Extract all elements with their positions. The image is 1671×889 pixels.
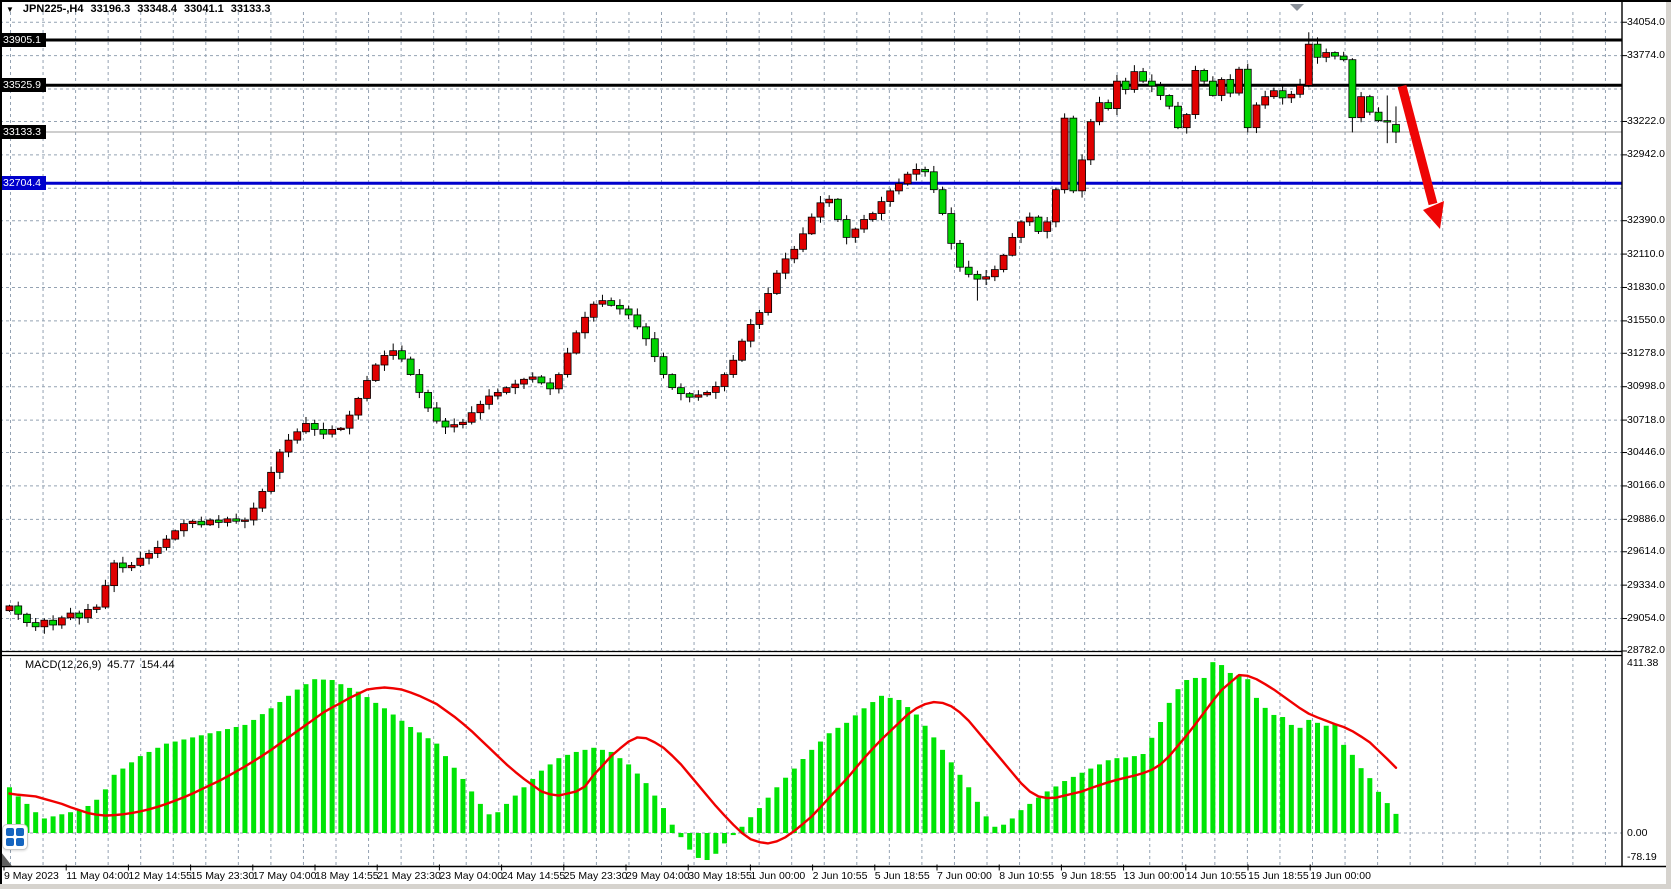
windows-grid-button[interactable] — [2, 824, 28, 850]
time-axis-label: 30 May 18:55 — [688, 870, 752, 882]
macd-axis-max: 411.38 — [1627, 657, 1659, 669]
time-axis-label: 21 May 23:30 — [377, 870, 441, 882]
grid-icon — [16, 828, 24, 836]
price-axis-label: 31550.0 — [1627, 314, 1665, 327]
price-axis-label: 31278.0 — [1627, 346, 1665, 359]
macd-name: MACD(12,26,9) — [25, 659, 102, 671]
grid-icon — [6, 838, 14, 846]
price-axis-label: 30998.0 — [1627, 380, 1665, 393]
time-axis-label: 29 May 04:00 — [626, 870, 690, 882]
price-axis-label: 29054.0 — [1627, 612, 1665, 625]
time-axis-label: 1 Jun 00:00 — [750, 870, 806, 882]
quote-line: ▼ JPN225-,H4 33196.3 33348.4 33041.1 331… — [6, 3, 271, 15]
time-axis-label: 15 Jun 18:55 — [1248, 870, 1309, 882]
price-axis-label: 30166.0 — [1627, 479, 1665, 492]
time-axis-label: 13 Jun 00:00 — [1123, 870, 1185, 882]
time-axis-label: 17 May 04:00 — [252, 870, 317, 882]
price-axis-label: 33222.0 — [1627, 114, 1665, 127]
time-axis-label: 8 Jun 10:55 — [999, 870, 1055, 882]
symbol-period-label[interactable]: JPN225-,H4 — [22, 3, 84, 15]
macd-indicator-label: MACD(12,26,9) 45.77 154.44 — [25, 659, 175, 671]
time-axis-label: 18 May 14:55 — [315, 870, 379, 882]
price-axis-label: 32110.0 — [1627, 247, 1665, 260]
macd-main-value: 45.77 — [107, 659, 135, 671]
price-axis-label: 33774.0 — [1627, 49, 1665, 62]
price-axis-label: 29334.0 — [1627, 578, 1665, 591]
macd-axis-zero: 0.00 — [1627, 826, 1648, 839]
time-axis-label: 23 May 04:00 — [439, 870, 504, 882]
price-axis-label: 30446.0 — [1627, 446, 1665, 459]
price-axis-label: 28782.0 — [1627, 644, 1665, 657]
quote-low: 33041.1 — [184, 3, 224, 15]
time-axis-label: 14 Jun 10:55 — [1185, 870, 1247, 882]
price-axis-label: 29614.0 — [1627, 545, 1665, 558]
quote-open: 33196.3 — [90, 3, 131, 15]
time-axis-label: 12 May 14:55 — [128, 870, 193, 882]
quote-close: 33133.3 — [230, 3, 271, 15]
time-axis-label: 2 Jun 10:55 — [812, 870, 868, 882]
price-axis-label: 32390.0 — [1627, 214, 1665, 227]
price-axis-label: 29886.0 — [1627, 512, 1665, 525]
corner-resize-icon — [1, 852, 12, 866]
window-border-top — [0, 0, 1671, 2]
symbol-dropdown-icon[interactable]: ▼ — [6, 4, 14, 14]
window-border-left — [0, 0, 2, 884]
price-axis-label: 34054.0 — [1627, 15, 1665, 28]
macd-signal-value: 154.44 — [140, 659, 175, 671]
time-axis-label: 5 Jun 18:55 — [874, 870, 930, 882]
quote-high: 33348.4 — [137, 3, 177, 15]
price-tag: 33525.9 — [0, 78, 46, 93]
time-axis-label: 11 May 04:00 — [66, 870, 130, 882]
time-axis-label: 19 Jun 00:00 — [1310, 870, 1371, 882]
price-axis-label: 31830.0 — [1627, 280, 1665, 293]
grid-icon — [6, 828, 14, 836]
time-axis-label: 15 May 23:30 — [190, 870, 255, 882]
price-axis-label: 32942.0 — [1627, 148, 1665, 161]
price-tag: 33133.3 — [0, 125, 46, 140]
time-axis-label: 25 May 23:30 — [563, 870, 628, 882]
time-axis-label: 7 Jun 00:00 — [937, 870, 992, 882]
time-axis-label: 9 Jun 18:55 — [1061, 870, 1117, 882]
time-axis-label: 24 May 14:55 — [501, 870, 566, 882]
macd-axis-min: -78.19 — [1627, 851, 1657, 863]
price-axis-label: 30718.0 — [1627, 413, 1665, 426]
price-tag: 32704.4 — [0, 176, 46, 191]
time-axis-label: 9 May 2023 — [4, 870, 59, 882]
window-edge-bottom — [0, 884, 1671, 889]
window-edge-right — [1666, 0, 1671, 889]
price-tag: 33905.1 — [0, 33, 46, 47]
grid-icon — [16, 838, 24, 846]
